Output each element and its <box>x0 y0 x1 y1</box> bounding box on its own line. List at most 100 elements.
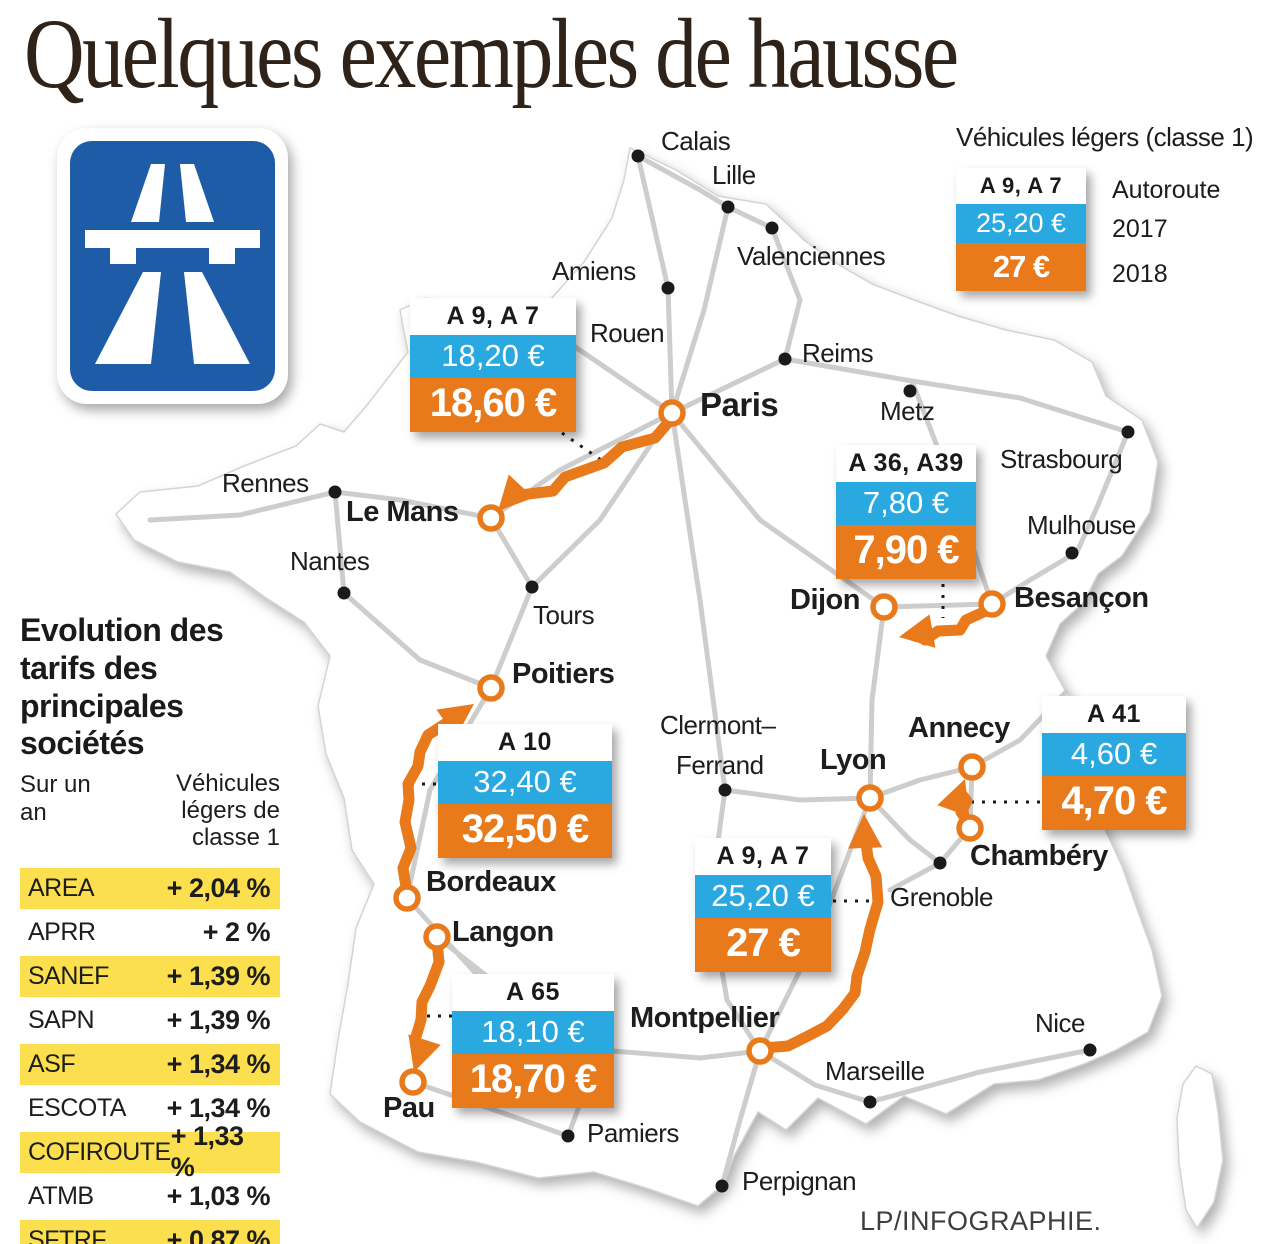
route-paris-lemans <box>506 412 678 502</box>
rate-change: + 1,33 % <box>170 1121 244 1183</box>
rates-table-columns: Sur un an Véhicules légers de classe 1 <box>20 770 280 852</box>
rate-change: + 2,04 % <box>166 872 271 903</box>
company-name: COFIROUTE <box>28 1137 171 1166</box>
city-dot-rennes <box>328 485 342 499</box>
city-label-nantes: Nantes <box>290 546 370 576</box>
city-label-clermont-line1: Clermont– <box>660 710 776 740</box>
company-name: SANEF <box>28 961 109 990</box>
city-dot-amiens <box>661 281 675 295</box>
city-dot-marseille <box>863 1095 877 1109</box>
city-dot-nantes <box>337 586 351 600</box>
endpoint-pau <box>399 1068 427 1096</box>
city-dot-strasbourg <box>1121 425 1135 439</box>
endpoint-lemans <box>477 504 505 532</box>
route-arrow <box>937 779 970 817</box>
price-2017: 25,20 € <box>695 875 831 918</box>
route-endpoints <box>393 399 1006 1096</box>
city-label-grenoble: Grenoble <box>890 882 993 912</box>
page-title: Quelques exemples de hausse <box>24 0 959 109</box>
rate-change: + 1,34 % <box>166 1048 271 1079</box>
city-dot-metz <box>903 384 917 398</box>
city-label-annecy: Annecy <box>908 712 1010 744</box>
city-dot-calais <box>631 149 645 163</box>
route-label: A 65 <box>452 974 614 1011</box>
city-label-reims: Reims <box>802 338 874 368</box>
city-label-paris: Paris <box>700 386 779 423</box>
price-2017: 4,60 € <box>1042 733 1186 776</box>
city-label-lille: Lille <box>712 160 756 190</box>
city-label-nice: Nice <box>1035 1008 1086 1038</box>
table-row: SFTRF + 0,87 % <box>20 1219 280 1244</box>
city-dot-mulhouse <box>1065 546 1079 560</box>
rates-rows: AREA + 2,04 % APRR + 2 % SANEF + 1,39 % SAP… <box>20 867 280 1244</box>
endpoint-lyon <box>856 784 884 812</box>
city-dot-pamiers <box>561 1129 575 1143</box>
route-bordeaux-poitiers <box>397 716 454 899</box>
company-name: SAPN <box>28 1005 95 1034</box>
city-label-calais: Calais <box>661 126 731 156</box>
endpoint-poitiers <box>477 674 505 702</box>
route-besancon-dijon <box>919 604 994 646</box>
rate-change: + 2 % <box>202 916 271 947</box>
route-label: A 41 <box>1042 696 1186 733</box>
city-label-tours: Tours <box>533 600 595 630</box>
credit-line: LP/INFOGRAPHIE. <box>860 1206 1102 1236</box>
legend-label-2018: 2018 <box>1112 260 1168 288</box>
city-label-poitiers: Poitiers <box>512 658 615 690</box>
price-2018: 18,60 € <box>410 378 576 432</box>
city-label-besancon: Besançon <box>1014 582 1149 614</box>
city-label-pau: Pau <box>383 1092 435 1124</box>
rate-change: + 1,39 % <box>166 960 271 991</box>
table-row: ESCOTA + 1,34 % <box>20 1088 280 1129</box>
motorway-glyph <box>85 164 260 364</box>
city-label-rouen: Rouen <box>590 318 665 348</box>
price-2017: 18,20 € <box>410 335 576 378</box>
city-label-valenciennes: Valenciennes <box>737 241 886 271</box>
price-box-poitiers-bordeaux: A 10 32,40 € 32,50 € <box>438 724 612 858</box>
price-box-dijon-besancon: A 36, A39 7,80 € 7,90 € <box>836 445 976 579</box>
price-2018: 32,50 € <box>438 804 612 858</box>
endpoint-montpellier <box>746 1037 774 1065</box>
city-label-rennes: Rennes <box>222 468 309 498</box>
corsica-outline <box>1176 1065 1224 1230</box>
table-row: COFIROUTE + 1,33 % <box>20 1121 280 1182</box>
company-name: ASF <box>28 1049 76 1078</box>
route-arrow <box>408 1034 441 1072</box>
price-2018: 18,70 € <box>452 1054 614 1108</box>
city-dot-reims <box>778 352 792 366</box>
route-arrow <box>899 614 936 648</box>
city-dot-tours <box>525 580 539 594</box>
endpoint-langon <box>423 923 451 951</box>
city-dot-perpignan <box>715 1179 729 1193</box>
city-label-langon: Langon <box>452 916 554 948</box>
city-label-chambery: Chambéry <box>970 840 1108 872</box>
table-row: ATMB + 1,03 % <box>20 1176 280 1217</box>
company-name: AREA <box>28 873 95 902</box>
landmass <box>115 146 1224 1230</box>
rate-change: + 1,03 % <box>166 1180 271 1211</box>
endpoint-bordeaux <box>393 884 421 912</box>
table-row: SANEF + 1,39 % <box>20 955 280 997</box>
endpoint-besancon <box>978 590 1006 618</box>
table-row: APRR + 2 % <box>20 912 280 953</box>
france-outline <box>115 146 1163 1207</box>
rate-change: + 1,39 % <box>166 1004 271 1035</box>
city-label-dijon: Dijon <box>790 584 861 616</box>
company-name: SFTRF <box>28 1225 107 1244</box>
table-row: SAPN + 1,39 % <box>20 1000 280 1041</box>
endpoint-chambery <box>956 814 984 842</box>
motorway-sign-icon <box>57 128 288 404</box>
price-2017: 32,40 € <box>438 761 612 804</box>
price-box-annecy-chambery: A 41 4,60 € 4,70 € <box>1042 696 1186 830</box>
price-2018: 4,70 € <box>1042 776 1186 830</box>
route-label: A 9, A 7 <box>695 838 831 875</box>
route-arrow <box>436 704 474 738</box>
city-dot-clermont <box>718 783 732 797</box>
company-name: APRR <box>28 917 96 946</box>
city-label-lyon: Lyon <box>820 744 887 776</box>
price-2017: 18,10 € <box>452 1011 614 1054</box>
price-box-paris-lemans: A 9, A 7 18,20 € 18,60 € <box>410 298 576 432</box>
legend-route-label: A 9, A 7 <box>956 168 1086 204</box>
city-label-metz: Metz <box>880 396 935 426</box>
